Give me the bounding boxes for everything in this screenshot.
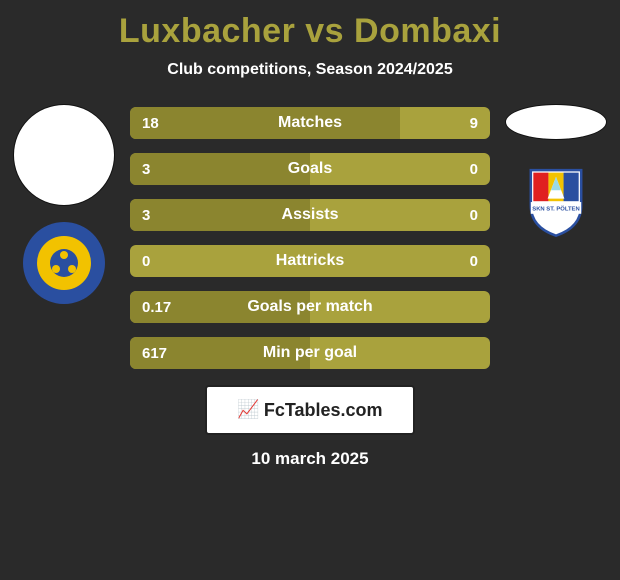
- stat-bar: 0 0 Hattricks: [130, 245, 490, 277]
- brand-badge[interactable]: 📈 FcTables.com: [205, 385, 415, 435]
- brand-logo-icon: 📈: [237, 399, 259, 420]
- left-player-col: [8, 97, 120, 305]
- stat-left-value: 3: [130, 207, 162, 224]
- stat-label: Matches: [278, 114, 342, 132]
- stat-bar: 18 9 Matches: [130, 107, 490, 139]
- right-club-crest: SKN ST. PÖLTEN: [514, 155, 598, 239]
- stat-bar: 617 Min per goal: [130, 337, 490, 369]
- right-player-col: SKN ST. PÖLTEN: [500, 97, 612, 239]
- stat-right-value: 0: [458, 253, 490, 270]
- stats-column: 18 9 Matches 3 0 Goals 3 0 Assists 0 0 Hattricks 0.1…: [120, 107, 500, 369]
- stat-left-half: 3: [130, 153, 310, 185]
- stat-left-value: 617: [130, 345, 179, 362]
- stat-left-value: 3: [130, 161, 162, 178]
- stat-bar: 3 0 Goals: [130, 153, 490, 185]
- stat-right-value: 0: [458, 161, 490, 178]
- stat-label: Assists: [282, 206, 339, 224]
- stat-right-value: 9: [458, 115, 490, 132]
- stat-right-value: 0: [458, 207, 490, 224]
- stat-label: Min per goal: [263, 344, 357, 362]
- stat-label: Goals per match: [247, 298, 372, 316]
- infographic-date: 10 march 2025: [0, 449, 620, 469]
- stat-left-value: 0.17: [130, 299, 183, 316]
- brand-text: FcTables.com: [264, 400, 383, 421]
- stat-bar: 3 0 Assists: [130, 199, 490, 231]
- stat-left-value: 18: [130, 115, 171, 132]
- body-row: 18 9 Matches 3 0 Goals 3 0 Assists 0 0 Hattricks 0.1…: [0, 97, 620, 369]
- stat-right-half: 0: [310, 153, 490, 185]
- page-title: Luxbacher vs Dombaxi: [0, 12, 620, 51]
- stat-bar: 0.17 Goals per match: [130, 291, 490, 323]
- page-subtitle: Club competitions, Season 2024/2025: [0, 61, 620, 79]
- stat-left-value: 0: [130, 253, 162, 270]
- left-club-crest: [22, 221, 106, 305]
- right-player-avatar: [506, 105, 606, 139]
- stat-label: Hattricks: [276, 252, 344, 270]
- comparison-card: Luxbacher vs Dombaxi Club competitions, …: [0, 0, 620, 469]
- svg-text:SKN ST. PÖLTEN: SKN ST. PÖLTEN: [532, 205, 579, 212]
- left-player-avatar: [14, 105, 114, 205]
- stat-label: Goals: [288, 160, 332, 178]
